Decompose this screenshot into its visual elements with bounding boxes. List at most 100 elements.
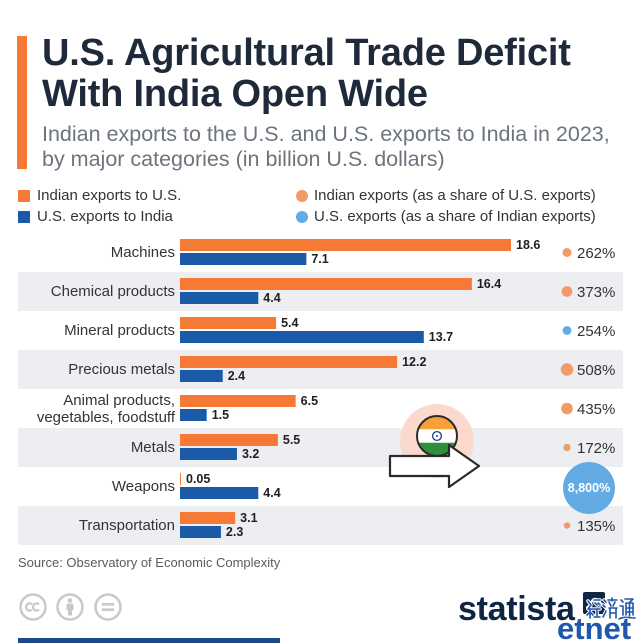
category-label: Precious metals [8,350,175,389]
etnet-watermark: etnet [557,611,632,643]
value-label-indian-exports: 18.6 [516,238,540,252]
category-label: Machines [8,233,175,272]
bar-indian-exports [180,278,472,290]
legend-swatch-square-orange [18,190,30,202]
bar-us-exports [180,526,221,538]
value-label-indian-exports: 5.4 [281,316,298,330]
value-label-indian-exports: 0.05 [186,472,210,486]
bar-indian-exports [180,395,296,407]
attribution-icon [56,593,84,621]
share-label: 373% [577,284,615,301]
cc-icon [19,593,47,621]
bar-indian-exports [180,356,398,368]
category-label: Transportation [8,506,175,545]
category-label-text: Transportation [78,517,175,534]
statista-logo-mark [583,592,637,620]
legend-label: Indian exports (as a share of U.S. expor… [314,187,596,204]
legend-item-us-exports: U.S. exports to India [18,208,173,226]
legend-label: U.S. exports (as a share of Indian expor… [314,208,596,225]
value-label-us-exports: 2.4 [228,369,245,383]
india-flag-icon [416,415,458,457]
title-line-2: With India Open Wide [42,73,428,115]
share-circle [561,402,573,415]
category-label: Metals [8,428,175,467]
share-label: 262% [577,245,615,262]
statista-logo: statista [458,590,575,628]
value-label-indian-exports: 6.5 [301,394,318,408]
bar-indian-exports [180,317,277,329]
bar-indian-exports [180,239,511,251]
share-circle [563,522,571,529]
category-label-text: Weapons [111,478,175,495]
bars [180,239,511,538]
value-label-indian-exports: 3.1 [240,511,257,525]
legend-item-indian-exports: Indian exports to U.S. [18,187,181,205]
category-label-text: Machines [110,244,175,261]
chart-title: U.S. Agricultural Trade Deficit With Ind… [42,33,571,115]
share-circle [561,286,573,297]
bar-indian-exports [180,434,278,446]
share-label: 508% [577,362,615,379]
bar-us-exports [180,331,424,343]
row-background [18,506,623,545]
value-label-us-exports: 2.3 [226,525,243,539]
bar-indian-exports [180,473,181,485]
share-label: 135% [577,518,615,535]
legend-swatch-circle-blue [296,211,308,223]
accent-bar [17,36,27,169]
legend-item-indian-share: Indian exports (as a share of U.S. expor… [296,187,596,205]
category-label-text: Animal products, vegetables, foodstuff [36,391,175,426]
value-label-us-exports: 3.2 [242,447,259,461]
share-circle [562,326,572,335]
share-label: 172% [577,440,615,457]
share-circle [563,443,571,452]
category-label: Chemical products [8,272,175,311]
source-note: Source: Observatory of Economic Complexi… [18,555,281,570]
category-label: Animal products, vegetables, foodstuff [8,389,175,428]
bar-us-exports [180,292,259,304]
value-label-us-exports: 4.4 [263,291,280,305]
row-background [18,428,623,467]
value-label-us-exports: 7.1 [311,252,328,266]
category-label-text: Precious metals [68,361,175,378]
value-labels: 18.67.116.44.45.413.712.22.46.51.55.53.2… [186,238,540,539]
bar-us-exports [180,409,207,421]
value-label-us-exports: 4.4 [263,486,280,500]
cropped-next-bar [18,638,280,643]
subtitle-line-1: Indian exports to the U.S. and U.S. expo… [42,122,610,146]
legend-label: U.S. exports to India [37,208,173,225]
bar-us-exports [180,370,223,382]
category-label-text: Metals [130,439,175,456]
share-circle [560,363,574,376]
value-label-us-exports: 1.5 [212,408,229,422]
share-label: 8,800% [568,481,610,495]
legend-label: Indian exports to U.S. [37,187,182,204]
category-label-text: Chemical products [50,283,175,300]
title-line-1: U.S. Agricultural Trade Deficit [42,32,571,74]
no-derivatives-icon [94,593,122,621]
category-label: Weapons [8,467,175,506]
category-label-text: Mineral products [64,322,175,339]
value-label-indian-exports: 5.5 [283,433,300,447]
legend-swatch-circle-orange [296,190,308,202]
share-markers: 262% 373% 254% 508% 435% 172% 8,800% 135% [560,245,615,535]
share-label: 254% [577,323,615,340]
category-label: Mineral products [8,311,175,350]
share-circle [563,462,615,514]
bar-us-exports [180,448,237,460]
bar-us-exports [180,253,307,265]
share-circle [562,248,572,257]
india-trade-illustration [388,404,481,489]
value-label-indian-exports: 16.4 [477,277,501,291]
chart-subtitle: Indian exports to the U.S. and U.S. expo… [42,122,610,172]
value-label-indian-exports: 12.2 [402,355,426,369]
share-label: 435% [577,401,615,418]
license-icons [19,593,122,621]
arrow-right-icon [388,443,481,489]
value-label-us-exports: 13.7 [429,330,453,344]
bar-us-exports [180,487,259,499]
subtitle-line-2: by major categories (in billion U.S. dol… [42,147,445,171]
legend-item-us-share: U.S. exports (as a share of Indian expor… [296,208,596,226]
